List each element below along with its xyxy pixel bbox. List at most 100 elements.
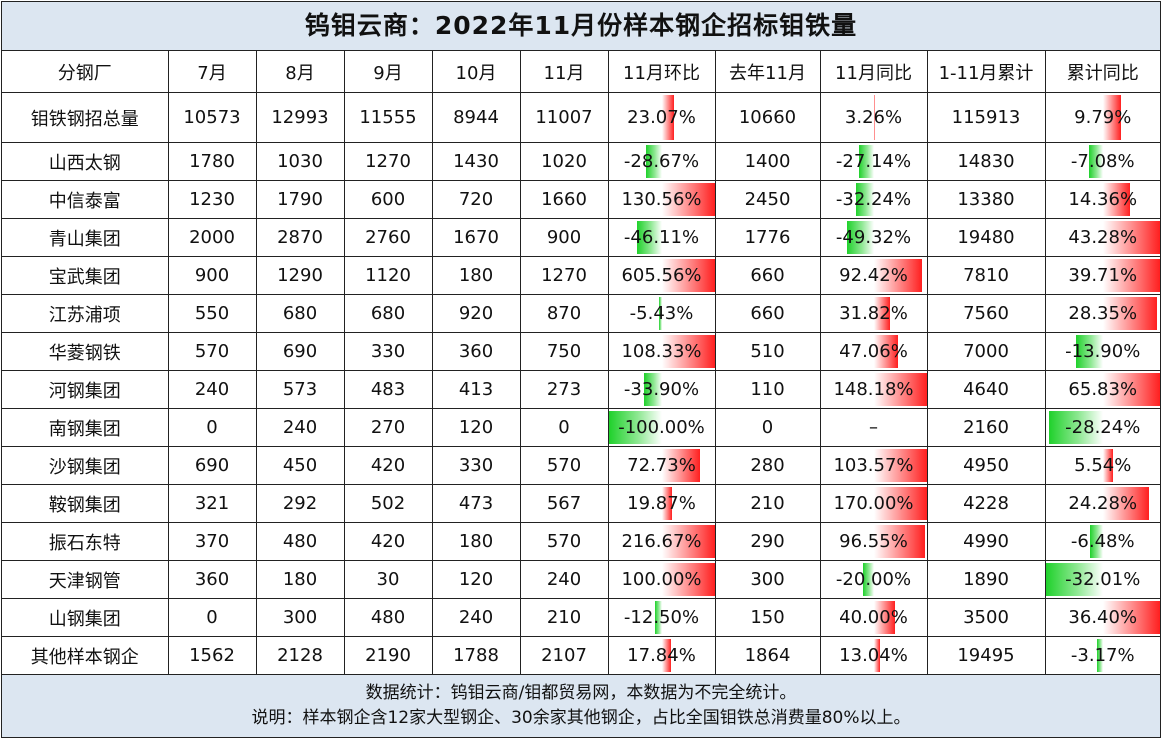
month-nov-cell: 2107: [520, 636, 609, 675]
yoy-cell: 170.00%: [820, 484, 928, 523]
report-title: 钨钼云商：2022年11月份样本钢企招标钼铁量: [2, 2, 1160, 51]
ytd_yoy-cell: 43.28%: [1045, 218, 1160, 257]
last-year-nov-cell: 1864: [715, 636, 821, 675]
month-aug-cell: 573: [256, 370, 345, 409]
ytd_yoy-value: -28.24%: [1065, 417, 1141, 438]
mom-cell: -46.11%: [608, 218, 716, 257]
table-row: 其他样本钢企 1562 2128 2190 1788 2107 17.84% 1864 13.0…: [2, 636, 1160, 675]
ytd_yoy-data-bar: [1102, 297, 1157, 330]
yoy-cell: 148.18%: [820, 370, 928, 409]
month-aug-cell: 2128: [256, 636, 345, 675]
ytd-total-cell: 4950: [927, 446, 1046, 485]
header-cell-jul: 7月: [168, 51, 257, 93]
ytd_yoy-data-bar: [1102, 95, 1122, 140]
mom-cell: -100.00%: [608, 408, 716, 447]
mom-cell: 130.56%: [608, 180, 716, 219]
mom-value: -100.00%: [618, 417, 705, 438]
ytd_yoy-cell: -3.17%: [1045, 636, 1160, 675]
mom-value: -12.50%: [623, 607, 700, 628]
last-year-nov-cell: 660: [715, 256, 821, 295]
last-year-nov-cell: 10660: [715, 92, 821, 143]
month-oct-cell: 180: [432, 256, 521, 295]
header-row: 分钢厂 7月 8月 9月 10月 11月 11月环比 去年11月 11月同比 1…: [2, 51, 1160, 93]
ytd-total-cell: 19480: [927, 218, 1046, 257]
month-sep-cell: 420: [344, 522, 433, 561]
month-oct-cell: 720: [432, 180, 521, 219]
mom-cell: 17.84%: [608, 636, 716, 675]
ytd_yoy-value: -13.90%: [1065, 341, 1141, 362]
ytd_yoy-data-bar: [1102, 259, 1160, 292]
ytd-total-cell: 4640: [927, 370, 1046, 409]
ytd-total-cell: 13380: [927, 180, 1046, 219]
mom-cell: 216.67%: [608, 522, 716, 561]
month-nov-cell: 1020: [520, 142, 609, 181]
ytd-total-cell: 4228: [927, 484, 1046, 523]
mom-value: 17.84%: [627, 645, 696, 666]
header-cell-yoy: 11月同比: [820, 51, 928, 93]
mom-value: 130.56%: [621, 189, 702, 210]
month-jul-cell: 0: [168, 598, 257, 637]
ytd-total-cell: 3500: [927, 598, 1046, 637]
mom-data-bar: [661, 525, 715, 558]
table-row: 青山集团 2000 2870 2760 1670 900 -46.11% 1776 -49.32…: [2, 218, 1160, 257]
yoy-data-bar: [873, 601, 895, 634]
data-table: 分钢厂 7月 8月 9月 10月 11月 11月环比 去年11月 11月同比 1…: [2, 51, 1160, 675]
header-cell-oct: 10月: [432, 51, 521, 93]
month-oct-cell: 1430: [432, 142, 521, 181]
month-nov-cell: 1270: [520, 256, 609, 295]
ytd-total-cell: 115913: [927, 92, 1046, 143]
table-row: 河钢集团 240 573 483 413 273 -33.90% 110 148.18% 4640…: [2, 370, 1160, 409]
month-oct-cell: 920: [432, 294, 521, 333]
month-sep-cell: 480: [344, 598, 433, 637]
mom-value: -46.11%: [623, 227, 700, 248]
last-year-nov-cell: 210: [715, 484, 821, 523]
mom-data-bar: [643, 373, 662, 406]
month-aug-cell: 12993: [256, 92, 345, 143]
mom-cell: 108.33%: [608, 332, 716, 371]
yoy-cell: 92.42%: [820, 256, 928, 295]
ytd_yoy-data-bar: [1102, 449, 1114, 482]
month-aug-cell: 1790: [256, 180, 345, 219]
total-row: 钼铁钢招总量 10573 12993 11555 8944 11007 23.07% 1066…: [2, 92, 1160, 143]
ytd_yoy-value: 24.28%: [1068, 493, 1138, 514]
ytd-total-cell: 7560: [927, 294, 1046, 333]
month-aug-cell: 680: [256, 294, 345, 333]
month-nov-cell: 870: [520, 294, 609, 333]
mom-cell: -12.50%: [608, 598, 716, 637]
month-nov-cell: 210: [520, 598, 609, 637]
month-sep-cell: 1120: [344, 256, 433, 295]
mom-data-bar: [661, 563, 715, 596]
month-aug-cell: 690: [256, 332, 345, 371]
factory-name-cell: 天津钢管: [2, 560, 169, 599]
ytd_yoy-data-bar: [1090, 525, 1103, 558]
last-year-nov-cell: 1776: [715, 218, 821, 257]
last-year-nov-cell: 300: [715, 560, 821, 599]
yoy-data-bar: [856, 183, 874, 216]
ytd_yoy-value: -7.08%: [1070, 151, 1135, 172]
month-sep-cell: 270: [344, 408, 433, 447]
ytd_yoy-data-bar: [1089, 145, 1103, 178]
month-oct-cell: 413: [432, 370, 521, 409]
ytd-total-cell: 2160: [927, 408, 1046, 447]
factory-name-cell: 山西太钢: [2, 142, 169, 181]
yoy-value: 96.55%: [839, 531, 908, 552]
mom-data-bar: [661, 449, 701, 482]
yoy-data-bar: [873, 335, 899, 368]
last-year-nov-cell: 510: [715, 332, 821, 371]
mom-data-bar: [637, 221, 662, 254]
month-aug-cell: 300: [256, 598, 345, 637]
ytd_yoy-value: 14.36%: [1068, 189, 1138, 210]
factory-name-cell: 南钢集团: [2, 408, 169, 447]
table-row: 振石东特 370 480 420 180 570 216.67% 290 96.55% 4990 -…: [2, 522, 1160, 561]
mom-cell: -33.90%: [608, 370, 716, 409]
ytd_yoy-cell: 14.36%: [1045, 180, 1160, 219]
ytd_yoy-cell: -28.24%: [1045, 408, 1160, 447]
header-cell-sep: 9月: [344, 51, 433, 93]
mom-cell: 100.00%: [608, 560, 716, 599]
yoy-cell: -32.24%: [820, 180, 928, 219]
last-year-nov-cell: 660: [715, 294, 821, 333]
mom-value: 605.56%: [621, 265, 702, 286]
ytd-total-cell: 1890: [927, 560, 1046, 599]
last-year-nov-cell: 290: [715, 522, 821, 561]
table-body: 分钢厂 7月 8月 9月 10月 11月 11月环比 去年11月 11月同比 1…: [2, 51, 1160, 675]
